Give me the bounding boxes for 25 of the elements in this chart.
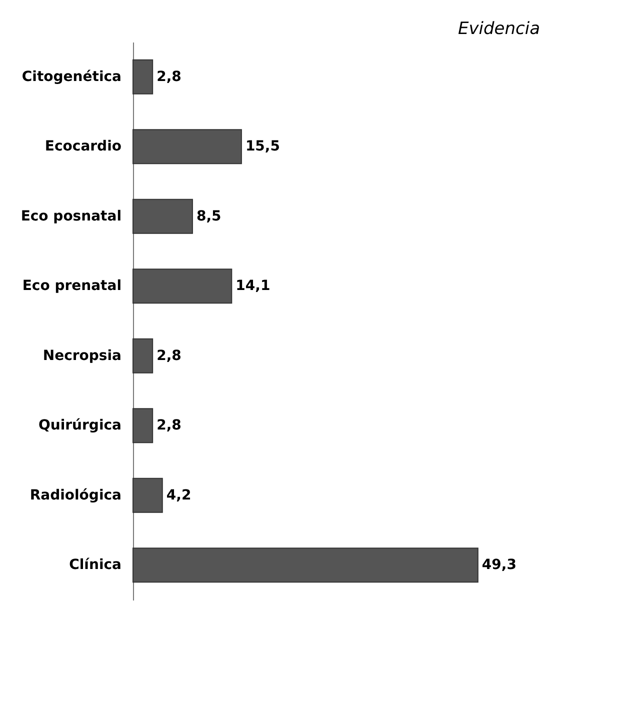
y-tick-label: Eco prenatal bbox=[22, 278, 122, 294]
y-tick-label: Necropsia bbox=[42, 348, 122, 364]
y-tick-label: Clínica bbox=[69, 557, 122, 574]
y-tick-label: Radiológica bbox=[30, 487, 122, 504]
bar bbox=[132, 268, 232, 304]
data-label: 2,8 bbox=[156, 348, 182, 364]
data-label: 8,5 bbox=[196, 208, 222, 224]
y-tick-label: Quirúrgica bbox=[38, 418, 122, 434]
data-label: 2,8 bbox=[156, 68, 182, 85]
bar bbox=[132, 338, 154, 374]
data-label: 15,5 bbox=[245, 138, 280, 155]
data-label: 4,2 bbox=[166, 487, 192, 504]
bar bbox=[132, 129, 242, 164]
y-tick-label: Eco posnatal bbox=[20, 208, 122, 224]
bar bbox=[132, 478, 163, 513]
bar bbox=[132, 408, 154, 444]
data-label: 14,1 bbox=[236, 278, 270, 294]
data-label: 2,8 bbox=[156, 418, 182, 434]
chart-title: Evidencia bbox=[458, 19, 540, 39]
bar bbox=[132, 59, 154, 94]
y-tick-label: Citogenética bbox=[22, 68, 122, 85]
y-tick-label: Ecocardio bbox=[44, 138, 122, 155]
bar bbox=[132, 198, 193, 234]
bar bbox=[132, 548, 478, 583]
data-label: 49,3 bbox=[482, 557, 516, 574]
